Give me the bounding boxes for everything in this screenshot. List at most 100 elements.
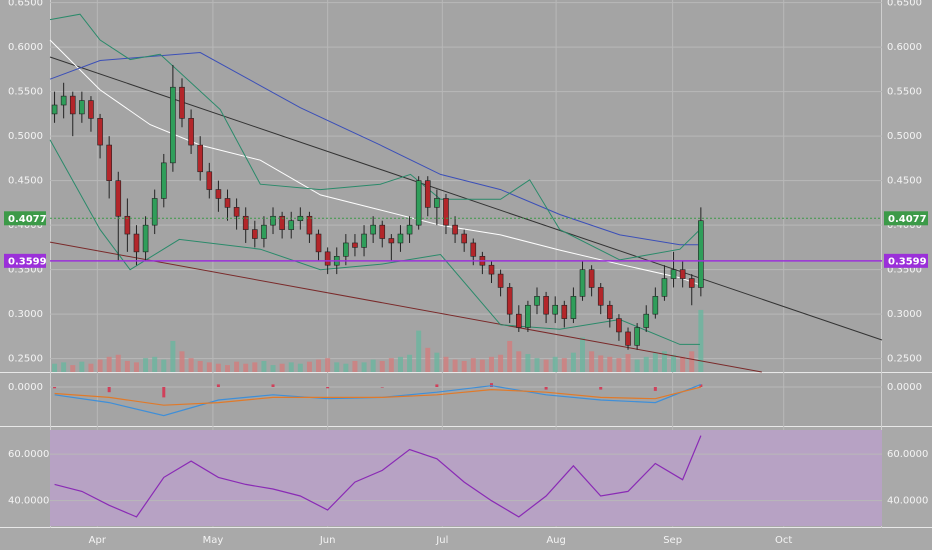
macd-line (54, 386, 702, 406)
y-tick-label: 0.6500 (8, 0, 43, 9)
macd-histogram-bar (162, 387, 166, 398)
candle-body (233, 207, 240, 217)
level-badge (4, 253, 46, 268)
volume-bar (616, 358, 622, 372)
macd-histogram-bar (271, 384, 275, 387)
candle-body (261, 224, 267, 239)
candle-body (506, 287, 513, 315)
candle-body (579, 269, 586, 297)
volume-bar (52, 363, 58, 372)
volume-bar (689, 351, 695, 372)
volume-bar (179, 351, 185, 372)
y-tick-label: 0.6000 (8, 42, 43, 53)
macd-histogram-bar (544, 387, 548, 390)
volume-bar (525, 354, 531, 372)
volume-bar (498, 354, 504, 372)
y-tick-label: 0.5500 (887, 87, 922, 98)
volume-bar (234, 361, 240, 372)
volume-bar (115, 354, 121, 372)
x-tick-label: Apr (89, 535, 107, 546)
volume-bar (152, 356, 158, 372)
volume-bar (225, 365, 231, 372)
volume-bar (470, 358, 476, 372)
candle-body (488, 264, 495, 275)
volume-bar (306, 361, 312, 372)
volume-bar (215, 363, 221, 372)
candle-body (352, 242, 358, 248)
y-tick-label: 0.4000 (8, 220, 43, 231)
candle-body (698, 220, 704, 288)
candle-body (188, 118, 194, 146)
candle-body (688, 278, 695, 288)
volume-bar (552, 356, 558, 372)
volume-bar (188, 358, 194, 372)
volume-bar (570, 352, 576, 372)
y-tick-label: 0.6500 (887, 0, 922, 9)
volume-bar (79, 361, 85, 372)
volume-bar (379, 360, 385, 372)
candle-body (570, 296, 577, 319)
volume-bar (97, 359, 103, 372)
candle-body (525, 304, 531, 328)
volume-bar (334, 362, 340, 372)
macd-histogram-bar (53, 387, 57, 389)
candle-body (361, 233, 367, 248)
candle-body (160, 162, 167, 199)
volume-bar (580, 337, 586, 372)
x-tick-label: Oct (775, 535, 792, 546)
trendline (49, 56, 883, 341)
candle-body (69, 95, 76, 115)
candle-body (661, 278, 668, 297)
candle-body (124, 215, 131, 235)
candle-body (206, 171, 213, 190)
y-tick-label: 0.3000 (8, 309, 43, 320)
candle-body (643, 313, 650, 328)
candle-body (343, 242, 349, 257)
level-label: 0.4077 (888, 214, 927, 225)
y-tick-label: 40.0000 (887, 496, 928, 507)
candle-body (370, 224, 376, 235)
macd-histogram-bar (653, 387, 657, 391)
candle-body (588, 269, 595, 288)
volume-bar (589, 351, 595, 372)
candle-body (279, 215, 285, 230)
y-tick-label: 0.5000 (8, 131, 43, 142)
candle-body (106, 144, 112, 181)
candle-body (561, 304, 568, 319)
volume-bar (452, 359, 458, 372)
candle-body (224, 198, 231, 208)
volume-bar (543, 359, 549, 372)
volume-bar (516, 351, 522, 372)
macd-histogram-bar (380, 387, 384, 388)
volume-bar (479, 359, 485, 372)
volume-bar (325, 358, 331, 372)
candle-body (397, 233, 404, 244)
level-label: 0.3599 (8, 256, 47, 267)
y-tick-label: 0.2500 (887, 354, 922, 365)
volume-bar (661, 351, 667, 372)
volume-bar (416, 330, 422, 372)
y-tick-label: 0.4000 (887, 220, 922, 231)
volume-bar (243, 363, 249, 372)
candle-body (625, 331, 631, 346)
candle-body (461, 233, 467, 244)
volume-bar (407, 354, 413, 372)
volume-bar (288, 362, 294, 372)
volume-bar (488, 356, 494, 372)
candle-body (51, 104, 58, 115)
candle-body (388, 238, 395, 244)
macd-histogram-bar (216, 384, 220, 387)
candle-body (215, 189, 222, 199)
candle-body (652, 296, 659, 315)
indicator-line (49, 39, 701, 286)
volume-bar (161, 359, 167, 372)
volume-bar (461, 360, 467, 372)
candle-body (133, 233, 140, 253)
volume-bar (106, 356, 112, 372)
volume-bar (388, 358, 394, 372)
volume-bar (170, 340, 176, 372)
macd-histogram-bar (699, 384, 703, 387)
candle-body (552, 304, 559, 315)
candle-body (415, 180, 422, 226)
